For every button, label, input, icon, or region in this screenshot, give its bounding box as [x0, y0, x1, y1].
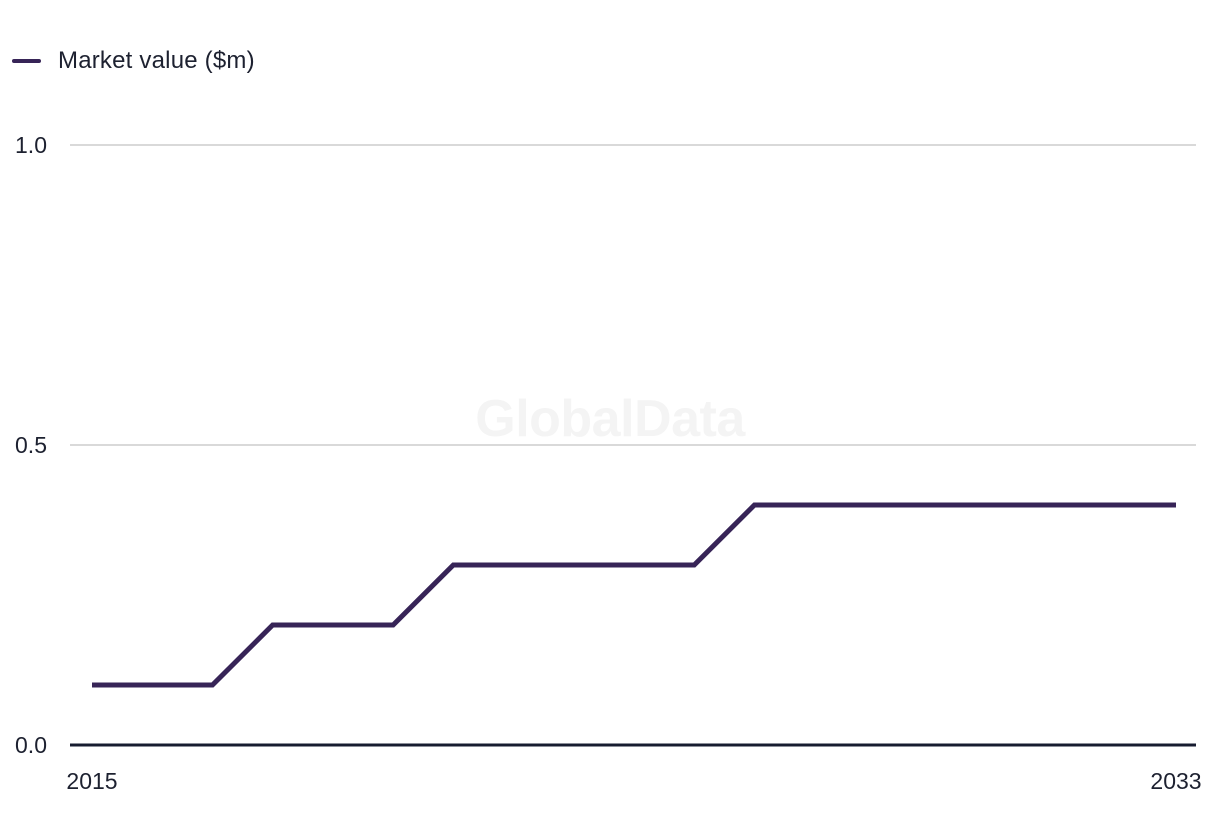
x-axis-tick-labels: 2015 2033: [66, 768, 1201, 794]
x-tick-label: 2015: [66, 768, 117, 794]
x-tick-label: 2033: [1150, 768, 1201, 794]
globaldata-watermark: GlobalData: [475, 390, 746, 448]
y-tick-label: 0.5: [15, 432, 47, 458]
legend-line-swatch: [12, 58, 41, 64]
y-tick-label: 0.0: [15, 732, 47, 758]
legend-label: Market value ($m): [58, 47, 255, 74]
y-axis-tick-labels: 0.0 0.5 1.0: [15, 132, 47, 758]
market-value-series-line: [92, 502, 1176, 688]
gridlines: [70, 144, 1196, 747]
legend: Market value ($m): [12, 49, 255, 73]
y-tick-label: 1.0: [15, 132, 47, 158]
